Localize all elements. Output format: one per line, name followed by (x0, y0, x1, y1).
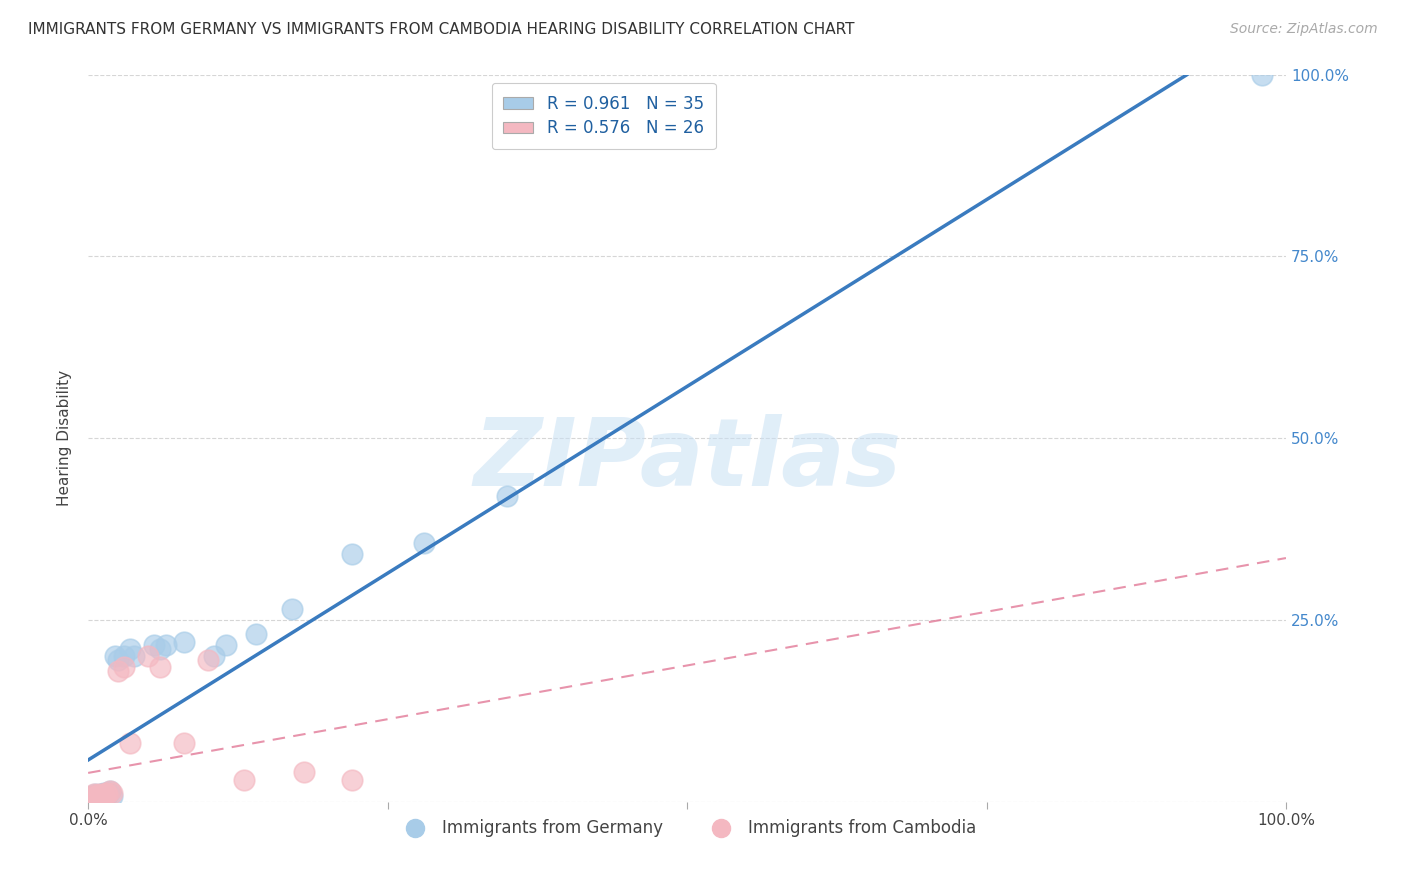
Point (89, 789, 111, 803)
Point (87, 787, 110, 801)
Point (93, 786, 115, 800)
Point (98, 783, 121, 797)
Point (101, 786, 124, 800)
Point (79, 791, 101, 805)
Point (87, 791, 110, 805)
Point (84, 791, 107, 805)
Point (120, 736, 142, 750)
Point (96, 787, 118, 801)
Text: IMMIGRANTS FROM GERMANY VS IMMIGRANTS FROM CAMBODIA HEARING DISABILITY CORRELATI: IMMIGRANTS FROM GERMANY VS IMMIGRANTS FR… (28, 22, 855, 37)
Point (94, 786, 117, 800)
Point (107, 653, 129, 667)
Point (496, 489, 519, 503)
Point (93, 789, 115, 803)
Point (197, 653, 219, 667)
Point (79, 791, 101, 805)
Point (83, 787, 105, 801)
Point (98, 783, 121, 797)
Point (91, 787, 114, 801)
Point (97, 786, 120, 800)
Point (143, 638, 166, 652)
Point (84, 787, 107, 801)
Point (107, 664, 129, 678)
Point (173, 736, 195, 750)
Point (245, 627, 267, 641)
Point (1251, 68, 1274, 82)
Point (412, 536, 434, 550)
Point (149, 641, 172, 656)
Point (90, 787, 112, 801)
Point (112, 649, 135, 664)
Text: Source: ZipAtlas.com: Source: ZipAtlas.com (1230, 22, 1378, 37)
Point (80, 791, 103, 805)
Point (122, 649, 145, 664)
Point (89, 789, 111, 803)
Point (80, 789, 103, 803)
Point (82, 791, 104, 805)
Point (87, 791, 110, 805)
Point (292, 765, 315, 780)
Point (103, 649, 125, 664)
Point (96, 787, 118, 801)
Point (340, 547, 363, 561)
Point (94, 787, 117, 801)
Point (120, 641, 142, 656)
Point (82, 789, 104, 803)
Point (112, 660, 135, 674)
Y-axis label: Hearing Disability: Hearing Disability (58, 370, 72, 506)
Point (155, 638, 177, 652)
Point (340, 772, 363, 787)
Point (149, 660, 172, 674)
Point (86, 789, 108, 803)
Point (86, 791, 108, 805)
Point (90, 791, 112, 805)
Point (173, 634, 195, 648)
Point (87, 789, 110, 803)
Point (215, 638, 238, 652)
Legend: Immigrants from Germany, Immigrants from Cambodia: Immigrants from Germany, Immigrants from… (392, 813, 983, 844)
Point (202, 649, 225, 664)
Point (91, 787, 114, 801)
Point (101, 789, 124, 803)
Point (232, 772, 254, 787)
Point (136, 649, 159, 664)
Point (281, 602, 304, 616)
Point (94, 789, 117, 803)
Text: ZIPatlas: ZIPatlas (472, 414, 901, 506)
Point (83, 791, 105, 805)
